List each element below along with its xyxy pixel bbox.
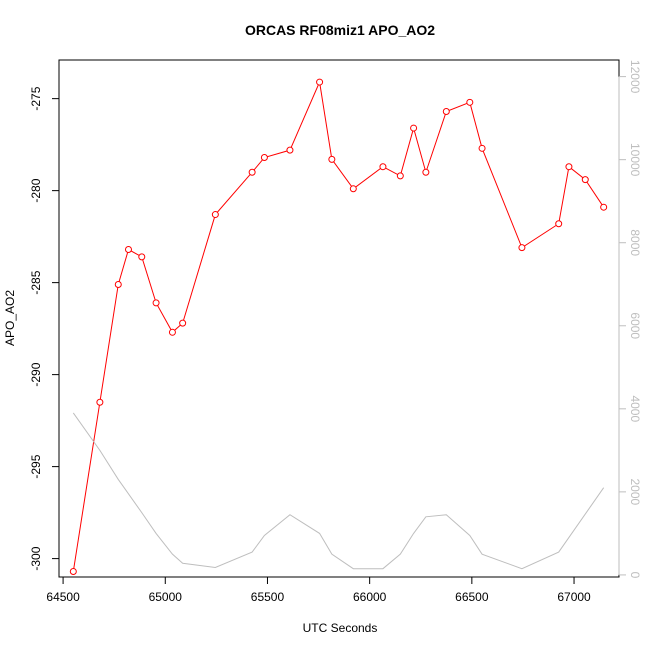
y2-tick-label: 10000 bbox=[628, 143, 642, 177]
data-point bbox=[422, 168, 430, 176]
x-tick-label: 66500 bbox=[455, 590, 489, 604]
plot-frame bbox=[58, 59, 620, 578]
y2-tick-label: 6000 bbox=[628, 312, 642, 339]
data-point bbox=[124, 246, 132, 254]
data-point bbox=[96, 398, 104, 406]
y-tick-label: -280 bbox=[29, 178, 43, 202]
data-point bbox=[260, 154, 268, 162]
data-point bbox=[466, 98, 474, 106]
data-point bbox=[114, 280, 122, 288]
x-axis: 64500 65000 65500 66000 66500 67000 bbox=[46, 576, 591, 604]
y2-tick-label: 12000 bbox=[628, 60, 642, 94]
y2-tick-label: 0 bbox=[628, 572, 642, 579]
data-point bbox=[248, 168, 256, 176]
x-tick-label: 64500 bbox=[46, 590, 80, 604]
series-line-left bbox=[72, 80, 605, 572]
data-point bbox=[410, 124, 418, 132]
data-point bbox=[478, 144, 486, 152]
y-tick-label: -275 bbox=[29, 86, 43, 110]
data-point bbox=[69, 567, 77, 575]
data-point bbox=[152, 299, 160, 307]
data-point bbox=[581, 176, 589, 184]
series-line-right bbox=[72, 412, 605, 570]
data-point bbox=[379, 163, 387, 171]
data-point bbox=[555, 220, 563, 228]
x-tick-label: 67000 bbox=[557, 590, 591, 604]
data-point bbox=[168, 328, 176, 336]
data-point bbox=[442, 108, 450, 116]
y-axis-right: 0 2000 4000 6000 8000 10000 12000 bbox=[618, 60, 642, 579]
data-point bbox=[600, 203, 608, 211]
chart-title: ORCAS RF08miz1 APO_AO2 bbox=[245, 22, 435, 38]
data-point bbox=[316, 78, 324, 86]
data-point bbox=[286, 146, 294, 154]
y2-tick-label: 2000 bbox=[628, 479, 642, 506]
data-point bbox=[349, 185, 357, 193]
x-tick-label: 65500 bbox=[251, 590, 285, 604]
y-tick-label: -285 bbox=[29, 270, 43, 294]
x-tick-label: 66000 bbox=[353, 590, 387, 604]
y-tick-label: -295 bbox=[29, 454, 43, 478]
y-axis-label: APO_AO2 bbox=[3, 290, 17, 346]
data-point bbox=[518, 244, 526, 252]
data-point bbox=[396, 172, 404, 180]
y-axis-left: -300 -295 -290 -285 -280 -275 bbox=[29, 86, 60, 571]
y2-tick-label: 4000 bbox=[628, 395, 642, 422]
data-point bbox=[565, 163, 573, 171]
series-layer bbox=[69, 78, 608, 575]
data-point bbox=[138, 253, 146, 261]
y2-tick-label: 8000 bbox=[628, 229, 642, 256]
x-axis-label: UTC Seconds bbox=[303, 621, 378, 635]
y-tick-label: -300 bbox=[29, 546, 43, 570]
y-tick-label: -290 bbox=[29, 362, 43, 386]
x-tick-label: 65000 bbox=[149, 590, 183, 604]
data-point bbox=[328, 155, 336, 163]
data-point bbox=[211, 211, 219, 219]
data-point bbox=[179, 319, 187, 327]
